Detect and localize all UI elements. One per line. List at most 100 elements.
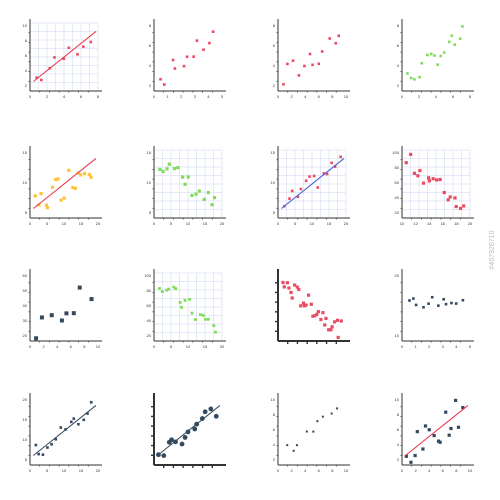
- x-tick-label: 0: [277, 94, 280, 99]
- dot: [444, 410, 448, 414]
- trend-line: [405, 405, 469, 456]
- y-tick-label: 10: [271, 397, 276, 402]
- dot: [421, 447, 425, 451]
- dot: [35, 76, 38, 79]
- dot: [450, 301, 453, 305]
- dot: [281, 280, 285, 285]
- dot: [203, 317, 207, 321]
- dot: [178, 301, 182, 304]
- dot: [39, 315, 44, 320]
- dot: [199, 416, 205, 421]
- x-tick-label: 20: [220, 221, 225, 226]
- dot: [185, 429, 191, 435]
- x-tick-label: 2: [180, 94, 183, 99]
- dot: [208, 406, 214, 412]
- dot: [290, 296, 294, 300]
- dot: [456, 425, 461, 429]
- y-tick-label: 8: [273, 23, 276, 28]
- dot: [71, 311, 76, 316]
- dot: [453, 398, 458, 403]
- dot: [199, 313, 202, 317]
- dot: [167, 287, 171, 291]
- dot: [289, 290, 293, 295]
- y-tick-label: 15: [147, 150, 152, 155]
- dot: [202, 197, 206, 201]
- dot: [431, 177, 435, 181]
- dot: [328, 37, 331, 40]
- dot: [336, 407, 339, 410]
- dot: [176, 166, 180, 170]
- dot: [447, 40, 451, 44]
- x-tick-label: 4: [63, 94, 66, 99]
- dot: [330, 161, 333, 165]
- dot: [404, 161, 408, 165]
- y-tick-label: 20: [23, 333, 28, 338]
- y-tick-label: 2: [149, 83, 152, 88]
- dot: [195, 39, 199, 42]
- y-tick-label: 30: [23, 318, 28, 323]
- dot: [414, 303, 418, 307]
- dot: [308, 175, 311, 178]
- y-tick-label: 20: [147, 333, 152, 338]
- dot: [165, 167, 169, 171]
- y-tick-label: 20: [395, 210, 400, 215]
- dot: [453, 43, 457, 46]
- dot: [194, 318, 197, 321]
- dot: [409, 152, 413, 156]
- y-tick-label: 6: [397, 43, 400, 48]
- dot: [325, 172, 329, 176]
- y-tick-label: 80: [147, 288, 152, 293]
- y-tick-label: 15: [23, 150, 28, 155]
- y-tick-label: 60: [23, 273, 28, 278]
- x-tick-label: 0: [153, 94, 156, 99]
- dot: [315, 312, 319, 317]
- dot: [183, 298, 187, 302]
- x-tick-label: 10: [96, 344, 101, 349]
- dot: [79, 173, 83, 177]
- y-tick-label: 10: [271, 180, 276, 185]
- dot: [201, 313, 205, 317]
- dot: [182, 435, 188, 440]
- dot: [297, 74, 301, 77]
- x-tick-label: 0: [401, 94, 404, 99]
- y-tick-label: 10: [395, 397, 400, 402]
- dot: [87, 172, 91, 177]
- dot: [426, 176, 431, 180]
- dot: [286, 444, 289, 447]
- dot: [172, 166, 176, 171]
- dot: [430, 295, 434, 299]
- x-tick-label: 10: [62, 468, 67, 473]
- dot: [418, 75, 421, 79]
- dot: [409, 76, 413, 80]
- dot: [46, 446, 49, 449]
- dot: [165, 288, 169, 292]
- x-tick-label: 15: [79, 468, 84, 473]
- dot: [297, 287, 301, 292]
- x-tick-label: 0: [153, 221, 156, 226]
- y-tick-label: 2: [273, 457, 276, 462]
- dot: [293, 283, 297, 287]
- dot: [330, 412, 333, 415]
- dot: [409, 460, 413, 464]
- x-tick-label: 10: [310, 221, 315, 226]
- dot: [37, 203, 41, 207]
- x-tick-label: 4: [304, 468, 307, 473]
- dot: [301, 301, 306, 305]
- x-tick-label: 0: [401, 468, 404, 473]
- dot: [454, 302, 458, 305]
- dot: [190, 193, 194, 198]
- dot: [413, 78, 416, 81]
- x-tick-label: 20: [344, 221, 349, 226]
- dot: [89, 297, 94, 302]
- y-tick-label: 100: [144, 273, 151, 278]
- dot: [311, 314, 315, 318]
- dot: [442, 190, 446, 195]
- dot: [158, 167, 162, 172]
- dot: [288, 197, 291, 200]
- dot: [49, 313, 54, 318]
- dot: [202, 48, 205, 51]
- dot: [210, 203, 214, 207]
- y-tick-label: 20: [395, 273, 400, 278]
- trend-line: [33, 31, 97, 82]
- dot: [446, 198, 450, 202]
